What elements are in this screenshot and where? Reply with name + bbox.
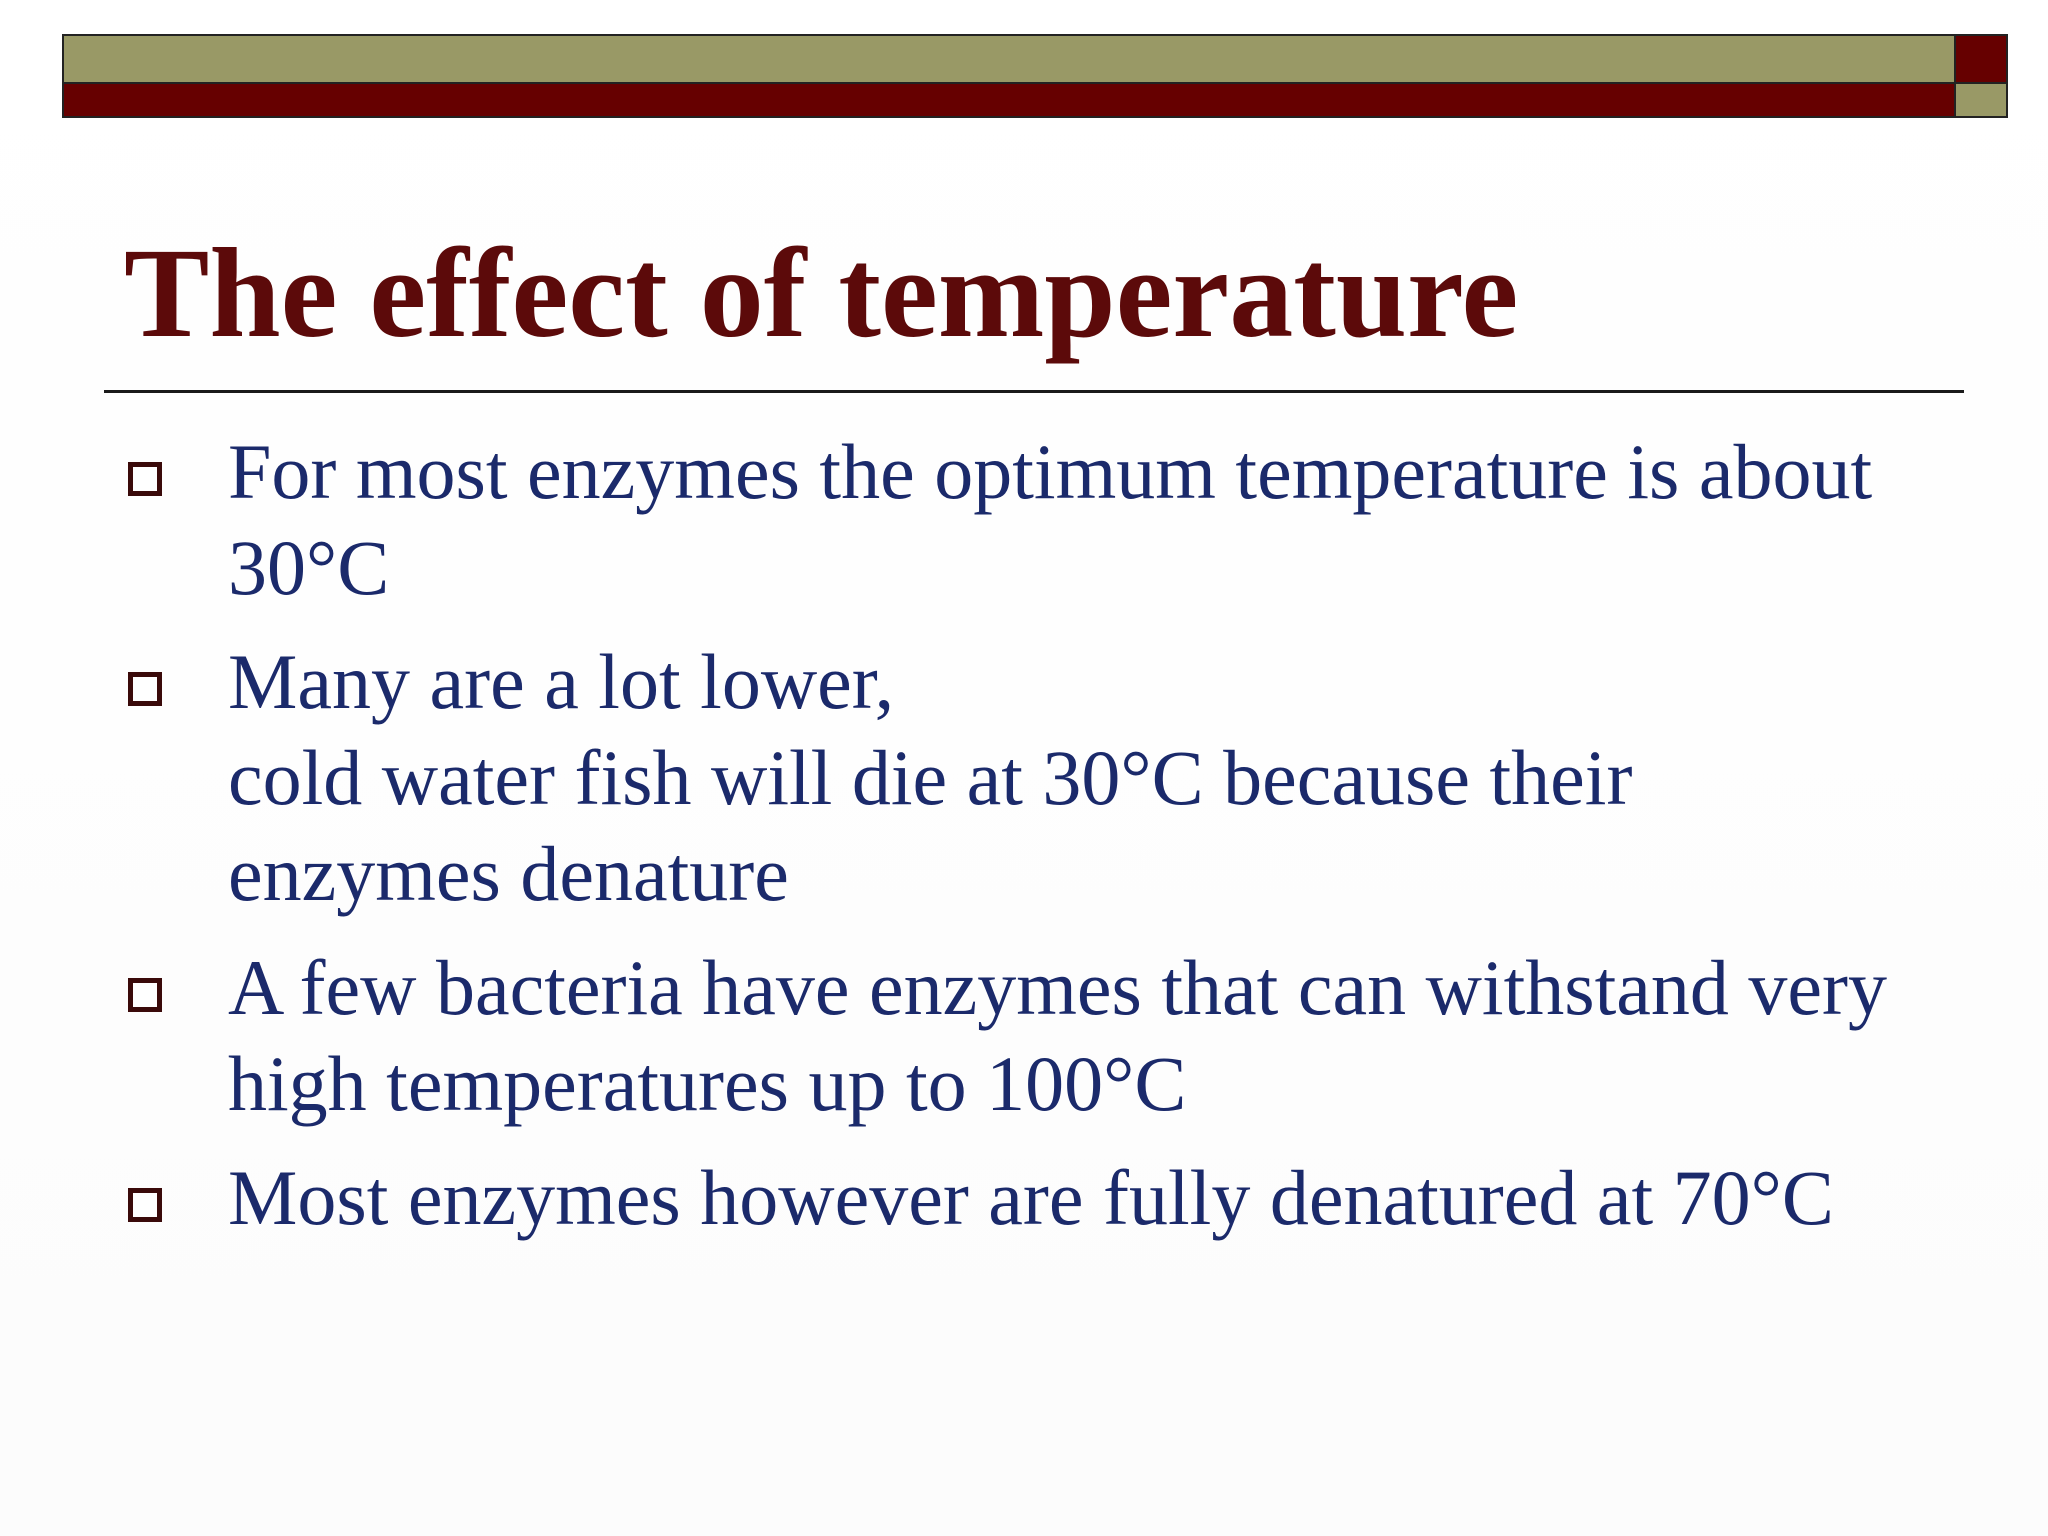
bullet-text: A few bacteria have enzymes that can wit…: [228, 944, 1887, 1127]
hollow-square-bullet-icon: [128, 978, 162, 1012]
bullet-text: For most enzymes the optimum temperature…: [228, 428, 1873, 611]
bullet-item: Most enzymes however are fully denatured…: [128, 1150, 1968, 1246]
hollow-square-bullet-icon: [128, 672, 162, 706]
bullet-item: For most enzymes the optimum temperature…: [128, 424, 1968, 616]
hollow-square-bullet-icon: [128, 1188, 162, 1222]
header-band-olive: [62, 34, 1956, 84]
title-divider: [104, 390, 1964, 393]
header-corner-red: [1956, 34, 2008, 84]
header-band-red: [62, 84, 1956, 118]
bullet-text: Most enzymes however are fully denatured…: [228, 1154, 1834, 1241]
header-corner-olive: [1956, 84, 2008, 118]
bullet-text: Many are a lot lower, cold water fish wi…: [228, 638, 1633, 917]
bullet-item: Many are a lot lower, cold water fish wi…: [128, 634, 1968, 922]
bullet-item: A few bacteria have enzymes that can wit…: [128, 940, 1968, 1132]
hollow-square-bullet-icon: [128, 462, 162, 496]
slide-title: The effect of temperature: [124, 222, 1519, 364]
